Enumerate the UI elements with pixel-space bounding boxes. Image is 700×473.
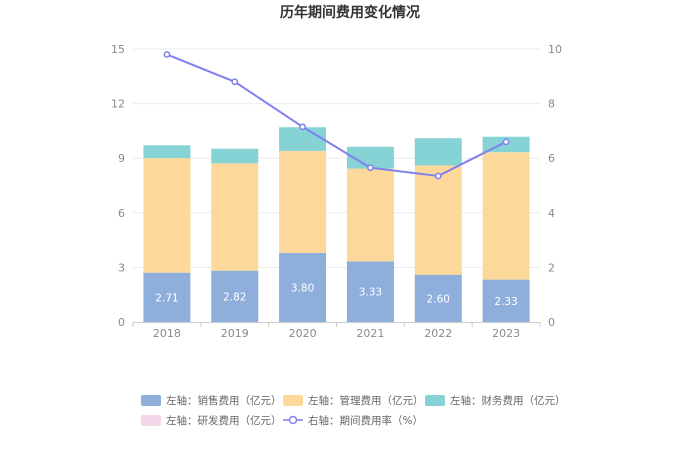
y-right-tick-label: 6 (548, 152, 555, 165)
legend: 左轴：销售费用（亿元） 左轴：管理费用（亿元） 左轴：财务费用（亿元） 左轴：研发费用… (141, 394, 566, 427)
legend-label: 左轴：研发费用（亿元） (166, 414, 282, 427)
legend-swatch (141, 415, 161, 426)
legend-label: 左轴：管理费用（亿元） (308, 394, 424, 407)
y-right-tick-label: 2 (548, 261, 555, 274)
legend-label: 右轴：期间费用率（%） (308, 414, 423, 427)
bar-segment (414, 165, 462, 275)
x-tick-label: 2022 (424, 327, 452, 340)
bar-segment (279, 252, 327, 322)
rate-point (299, 123, 306, 131)
bar-segment (346, 261, 394, 322)
rate-point (231, 78, 239, 86)
axes-group: 0 3 6 9 12 15 0 2 4 6 8 10 2018 2019 2020 2021 2022 2023 (111, 43, 562, 340)
bar-data-label: 2.60 (427, 293, 450, 305)
bar-segment (143, 158, 191, 273)
rate-line (166, 53, 507, 177)
line-series-group (163, 51, 510, 180)
x-tick-label: 2018 (153, 327, 181, 340)
y-left-tick-label: 0 (118, 316, 125, 329)
grid-lines (133, 48, 540, 268)
bar-segment (414, 138, 462, 166)
bar-segment (211, 163, 259, 271)
y-left-tick-label: 15 (111, 43, 125, 56)
bar-data-label: 3.80 (291, 282, 314, 294)
bar-segment (414, 274, 462, 322)
bar-segment (143, 145, 191, 159)
bar-segment (211, 270, 259, 322)
rate-point (163, 51, 171, 58)
legend-point-swatch (288, 415, 298, 425)
bar-data-label: 2.82 (223, 291, 246, 303)
bar-segment (211, 148, 259, 164)
x-tick-label: 2020 (289, 327, 317, 340)
bar-segment (143, 272, 191, 322)
legend-swatch (283, 395, 303, 406)
y-right-tick-label: 8 (548, 98, 555, 111)
rate-point (367, 164, 374, 172)
y-left-tick-label: 6 (118, 207, 125, 220)
chart-title: 历年期间费用变化情况 (280, 4, 420, 21)
x-tick-label: 2019 (221, 327, 249, 340)
y-left-tick-label: 9 (118, 152, 125, 165)
bar-segment (279, 127, 327, 151)
bar-data-label: 2.33 (494, 296, 517, 308)
y-left-tick-label: 12 (111, 98, 125, 111)
y-right-tick-label: 10 (548, 43, 562, 56)
bar-segment (482, 152, 530, 280)
y-left-tick-label: 3 (118, 261, 125, 274)
legend-swatch (425, 395, 445, 406)
bar-data-label: 3.33 (359, 287, 382, 299)
bar-data-label: 2.71 (155, 292, 178, 304)
x-tick-label: 2021 (356, 327, 384, 340)
bar-segment (482, 279, 530, 322)
legend-swatch (141, 395, 161, 406)
bar-segment (279, 150, 327, 253)
legend-label: 左轴：财务费用（亿元） (450, 394, 566, 407)
y-right-tick-label: 4 (548, 207, 555, 220)
legend-label: 左轴：销售费用（亿元） (166, 394, 282, 407)
y-right-tick-label: 0 (548, 316, 555, 329)
bar-segment (346, 146, 394, 169)
bar-segment (346, 168, 394, 262)
rate-point (434, 172, 442, 180)
rate-point (502, 138, 510, 146)
x-tick-label: 2023 (492, 327, 520, 340)
bars-group: 2.71 2.82 3.80 3.33 2.60 2.33 (143, 127, 530, 322)
